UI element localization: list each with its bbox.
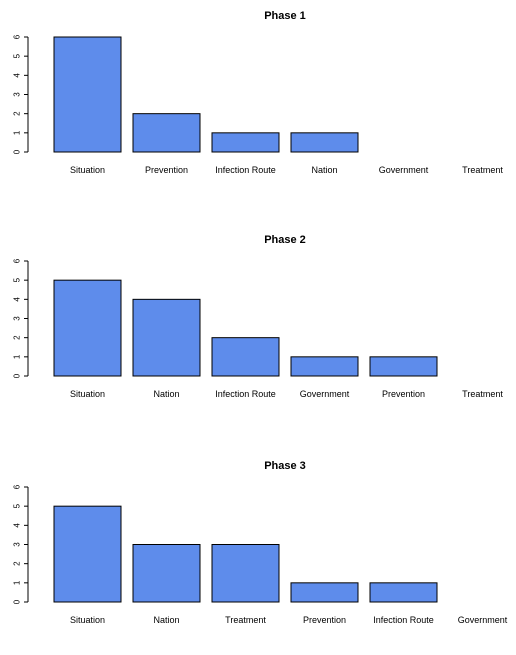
chart-title: Phase 2	[264, 234, 306, 246]
x-tick-label: Treatment	[462, 389, 503, 399]
bar	[290, 582, 359, 603]
y-tick-label: 2	[13, 111, 22, 116]
x-tick-label: Situation	[70, 389, 105, 399]
y-tick-label: 2	[13, 335, 22, 340]
y-tick-label: 4	[13, 523, 22, 528]
y-tick-label: 1	[13, 580, 22, 585]
bar	[53, 279, 122, 377]
x-tick-label: Nation	[311, 165, 337, 175]
bar	[211, 544, 280, 603]
x-tick-label: Government	[300, 389, 350, 399]
chart-phase-2: Phase 2 0 1 2 3 4 5 6 Situation Nation Infection R…	[13, 234, 504, 399]
bar	[132, 113, 201, 153]
bar	[369, 356, 438, 377]
x-tick-label: Nation	[153, 389, 179, 399]
chart-phase-1: Phase 1 0 1 2 3 4 5 6 Situation Prevention Infecti…	[13, 10, 504, 175]
x-tick-label: Infection Route	[215, 165, 276, 175]
y-tick-label: 6	[13, 258, 22, 263]
bar	[290, 132, 359, 153]
bar	[211, 337, 280, 377]
y-tick-label: 0	[13, 599, 22, 604]
bar	[53, 505, 122, 603]
y-tick-label: 6	[13, 34, 22, 39]
x-tick-label: Government	[458, 615, 508, 625]
y-tick-label: 0	[13, 149, 22, 154]
chart-phase-3: Phase 3 0 1 2 3 4 5 6 Situation Nation Treatment Pr…	[13, 460, 508, 625]
y-tick-label: 1	[13, 354, 22, 359]
chart-title: Phase 1	[264, 10, 306, 22]
y-tick-label: 6	[13, 484, 22, 489]
y-tick-label: 2	[13, 561, 22, 566]
y-tick-label: 3	[13, 316, 22, 321]
x-tick-label: Prevention	[382, 389, 425, 399]
x-tick-label: Infection Route	[215, 389, 276, 399]
y-tick-label: 0	[13, 373, 22, 378]
y-tick-label: 1	[13, 130, 22, 135]
y-tick-label: 4	[13, 297, 22, 302]
x-tick-label: Nation	[153, 615, 179, 625]
x-tick-label: Prevention	[145, 165, 188, 175]
x-tick-label: Situation	[70, 165, 105, 175]
bar	[132, 544, 201, 603]
bar	[369, 582, 438, 603]
y-tick-label: 3	[13, 542, 22, 547]
x-tick-label: Prevention	[303, 615, 346, 625]
charts-container: Phase 1 0 1 2 3 4 5 6 Situation Prevention Infecti…	[13, 10, 508, 625]
x-tick-label: Infection Route	[373, 615, 434, 625]
bar	[132, 298, 201, 377]
y-tick-label: 5	[13, 503, 22, 508]
y-tick-label: 5	[13, 53, 22, 58]
x-tick-label: Treatment	[462, 165, 503, 175]
bar	[290, 356, 359, 377]
bar	[53, 36, 122, 153]
x-tick-label: Treatment	[225, 615, 266, 625]
y-tick-label: 5	[13, 277, 22, 282]
x-tick-label: Situation	[70, 615, 105, 625]
x-tick-label: Government	[379, 165, 429, 175]
chart-title: Phase 3	[264, 460, 306, 472]
y-tick-label: 4	[13, 73, 22, 78]
y-tick-label: 3	[13, 92, 22, 97]
bar	[211, 132, 280, 153]
